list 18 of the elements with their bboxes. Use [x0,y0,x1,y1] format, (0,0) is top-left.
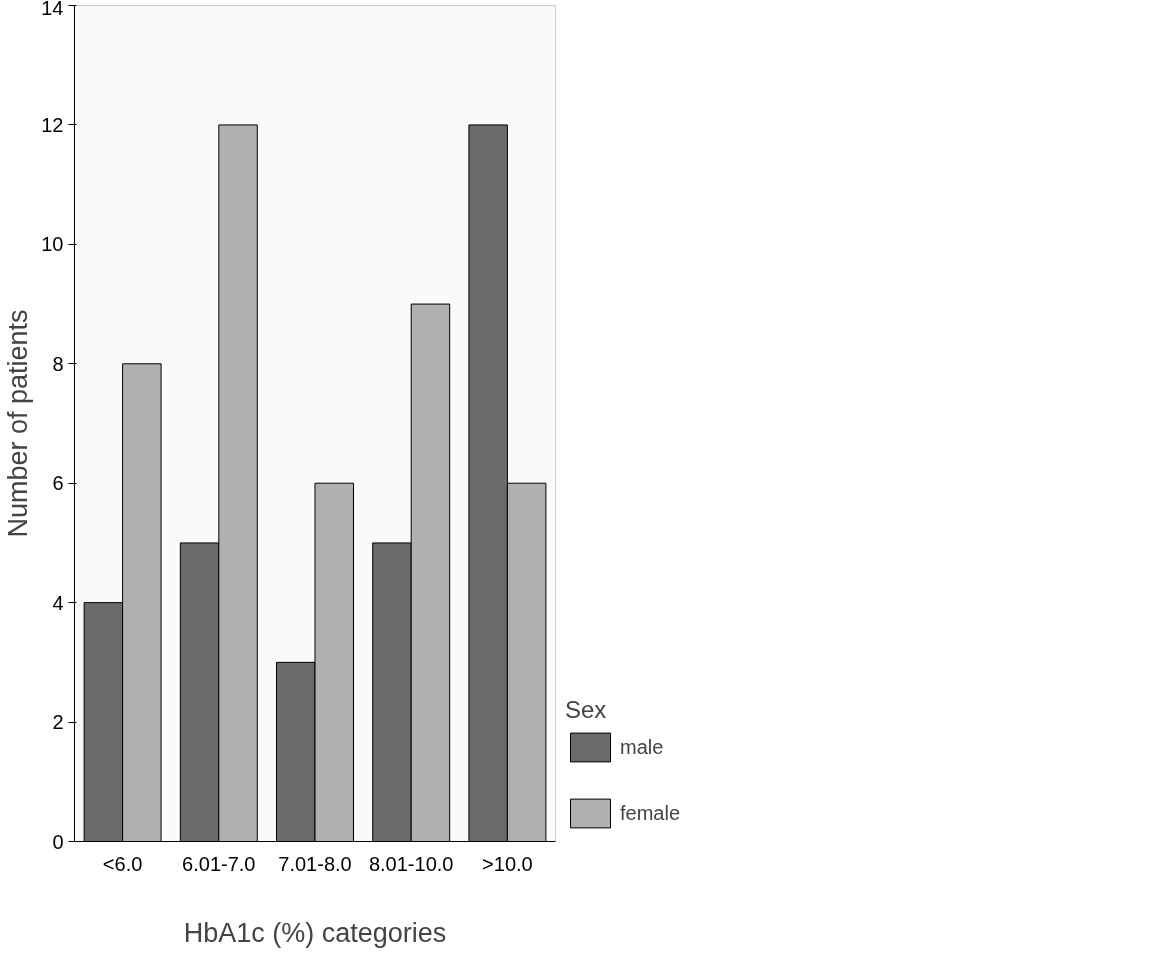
y-tick-label: 10 [41,233,64,256]
y-tick-label: 4 [52,591,64,614]
y-tick-label: 2 [52,711,64,734]
legend-title: Sex [565,696,608,724]
legend-label: female [620,801,681,825]
y-tick-label: 14 [41,0,64,19]
y-tick-label: 6 [52,472,64,495]
x-tick-label: 8.01-10.0 [368,852,454,875]
y-tick-label: 0 [52,830,64,853]
legend-label: male [620,735,664,759]
x-tick-label: 7.01-8.0 [278,852,352,875]
x-tick-label: >10.0 [482,852,533,875]
y-axis-title: Number of patients [3,309,34,538]
x-tick-label: <6.0 [102,852,143,875]
x-tick-label: 6.01-7.0 [182,852,256,875]
y-tick-label: 8 [52,352,64,375]
x-axis-title: HbA1c (%) categories [183,917,447,948]
y-tick-label: 12 [41,113,64,136]
